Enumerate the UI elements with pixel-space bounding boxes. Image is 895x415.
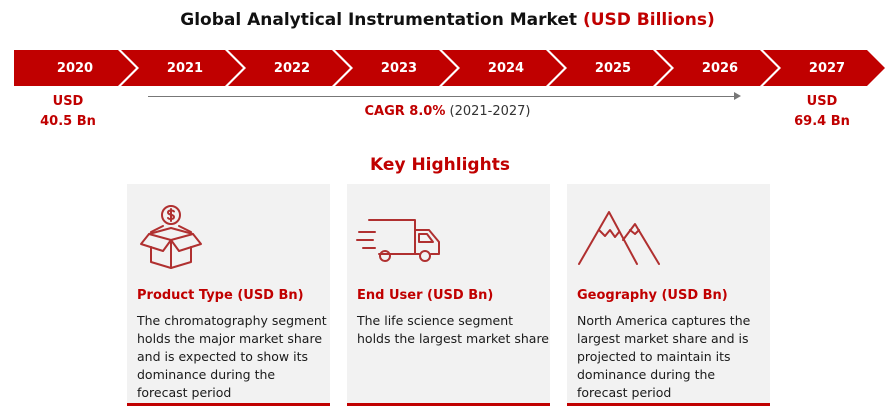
title-main: Global Analytical Instrumentation Market: [180, 10, 578, 30]
chart-title: Global Analytical Instrumentation Market…: [0, 10, 895, 30]
card-text: North America captures the largest marke…: [577, 313, 751, 400]
year-chevron-2020: 2020: [14, 50, 136, 86]
highlight-card-end-user: End User (USD Bn) The life science segme…: [347, 184, 550, 406]
delivery-truck-icon: [356, 219, 440, 262]
start-value-label: USD 40.5 Bn: [23, 92, 113, 132]
card-text: The life science segment holds the large…: [357, 313, 549, 346]
money-box-icon: [140, 205, 202, 269]
cagr-label: CAGR 8.0%: [364, 104, 446, 119]
card-heading: End User (USD Bn): [357, 288, 494, 303]
year-chevron-2027: 2027: [763, 50, 885, 86]
year-chevron-2021: 2021: [121, 50, 243, 86]
year-chevron-2025: 2025: [549, 50, 671, 86]
year-chevron-2023: 2023: [335, 50, 457, 86]
key-highlights-title: Key Highlights: [370, 155, 510, 175]
start-value-currency: USD: [52, 94, 84, 109]
cagr-text: CAGR 8.0% (2021-2027): [0, 104, 895, 119]
card-heading: Product Type (USD Bn): [137, 288, 304, 303]
year-chevron-2026: 2026: [656, 50, 778, 86]
highlight-card-geography: Geography (USD Bn) North America capture…: [567, 184, 770, 406]
title-accent: (USD Billions): [582, 10, 715, 30]
year-chevron-2024: 2024: [442, 50, 564, 86]
cagr-arrow-head: [734, 92, 741, 100]
cagr-arrow-line: [148, 96, 738, 97]
year-chevron-2022: 2022: [228, 50, 350, 86]
card-text: The chromatography segment holds the maj…: [137, 313, 327, 400]
start-value-amount: 40.5 Bn: [40, 114, 96, 129]
end-value-currency: USD: [806, 94, 838, 109]
card-heading: Geography (USD Bn): [577, 288, 728, 303]
year-timeline: 2020 2021 2022 2023 2024 2025 2026 2027: [14, 50, 885, 86]
mountains-icon: [578, 211, 660, 265]
end-value-amount: 69.4 Bn: [794, 114, 850, 129]
end-value-label: USD 69.4 Bn: [777, 92, 867, 132]
cagr-period: (2021-2027): [449, 104, 531, 119]
highlight-card-product-type: Product Type (USD Bn) The chromatography…: [127, 184, 330, 406]
